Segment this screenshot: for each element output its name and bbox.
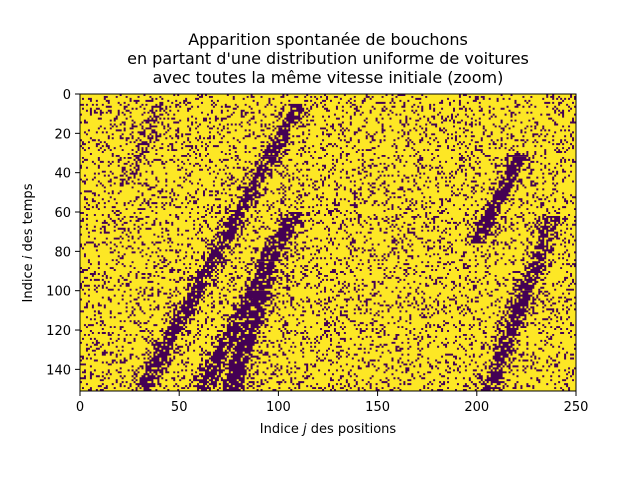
x-tick-label: 50 (171, 400, 188, 415)
y-tick-label: 20 (54, 127, 71, 142)
x-tick-label: 100 (266, 400, 291, 415)
x-tick-label: 150 (365, 400, 390, 415)
y-tick-label: 0 (63, 88, 71, 103)
y-axis-label: Indice i des temps (21, 183, 36, 302)
y-tick-label: 120 (46, 324, 71, 339)
y-tick-label: 40 (54, 167, 71, 182)
x-tick-label: 250 (564, 400, 589, 415)
axes-frame (79, 93, 577, 392)
y-axis: 0 20 40 60 80 100 120 140 (46, 88, 80, 378)
chart-title-line-2: en partant d'une distribution uniforme d… (127, 49, 529, 68)
y-tick-label: 100 (46, 285, 71, 300)
y-tick-label: 80 (54, 245, 71, 260)
heatmap-car-cells (80, 94, 577, 391)
x-axis-label-prefix: Indice (260, 422, 303, 437)
chart-title-line-3: avec toutes la même vitesse initiale (zo… (153, 68, 504, 87)
x-axis-label: Indice j des positions (260, 422, 397, 437)
chart-title-line-1: Apparition spontanée de bouchons (188, 30, 468, 49)
x-axis-label-variable: j (301, 422, 307, 437)
heatmap-plot-area (80, 94, 577, 391)
chart-title: Apparition spontanée de bouchons en part… (127, 30, 529, 87)
y-axis-label-suffix: des temps (21, 183, 36, 255)
y-axis-label-variable: i (21, 255, 36, 259)
x-tick-label: 0 (76, 400, 84, 415)
y-tick-label: 60 (54, 206, 71, 221)
y-tick-label: 140 (46, 363, 71, 378)
x-axis: 0 50 100 150 200 250 (76, 391, 589, 415)
x-axis-label-suffix: des positions (307, 422, 397, 437)
y-axis-label-prefix: Indice (21, 259, 36, 302)
x-tick-label: 200 (464, 400, 489, 415)
